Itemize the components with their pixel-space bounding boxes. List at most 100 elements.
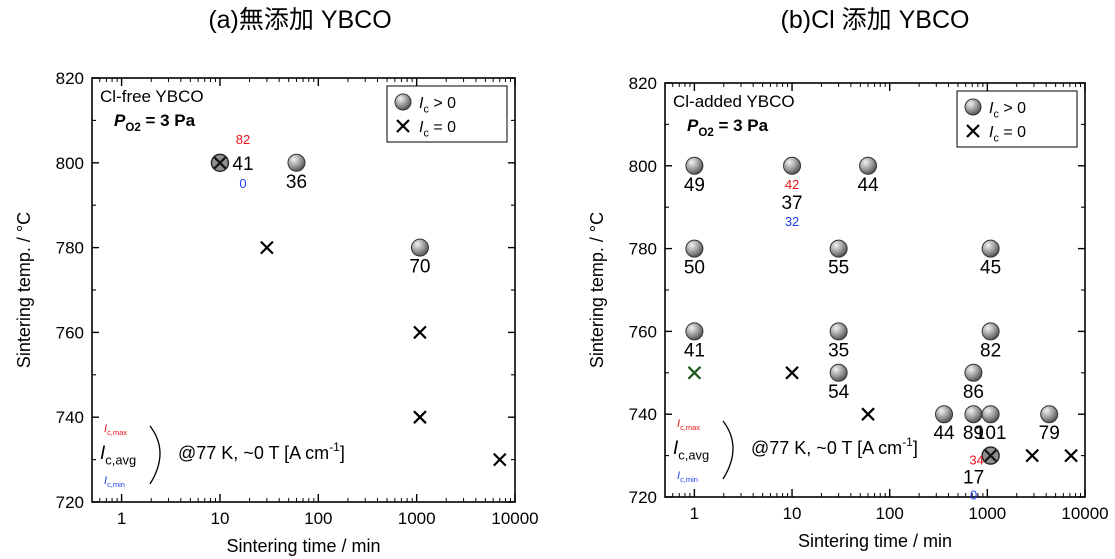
data-value-label: 86 (963, 382, 984, 403)
data-avg-label: 17 (963, 468, 984, 489)
data-max-label: 42 (785, 177, 799, 192)
legend-marker-circle (964, 98, 982, 116)
x-tick-label: 1000 (398, 509, 436, 528)
annotation-text-exp: -1 (902, 435, 913, 449)
data-value-label: 41 (684, 340, 705, 361)
data-value-label: 45 (980, 258, 1001, 279)
x-tick-label: 1 (690, 504, 699, 523)
legend-entry-label-tail: > 0 (999, 100, 1026, 117)
legend-entry-label-tail: > 0 (429, 95, 456, 112)
y-tick-label: 800 (56, 154, 84, 173)
legend-entry-label-tail: = 0 (999, 124, 1026, 141)
data-point-circle (935, 405, 954, 424)
data-min-label: 32 (785, 214, 799, 229)
legend-marker-cross-stroke-2 (966, 124, 980, 138)
data-value-label: 44 (857, 175, 879, 196)
annotation-avg-sub: c,avg (678, 447, 709, 462)
data-point-circle (685, 156, 704, 175)
data-value-label: 70 (409, 257, 430, 278)
data-point-cross (1064, 448, 1078, 463)
data-point-circle (964, 405, 983, 424)
data-min-label: 0 (239, 176, 246, 191)
data-point-cross-stroke-2 (413, 410, 427, 424)
data-value-label: 54 (828, 382, 850, 403)
data-point-circle (859, 156, 878, 175)
data-point-cross-stroke-2 (1064, 448, 1078, 463)
annotation-min-sub: c,min (680, 475, 698, 484)
legend: Ic > 0 Ic = 0 (386, 85, 508, 143)
legend-marker-cross (396, 119, 410, 133)
legend-marker-circle (394, 93, 412, 111)
annotation-min: Ic,min (104, 475, 125, 489)
data-point-circle (287, 153, 306, 172)
data-point-circle (1040, 405, 1059, 424)
x-axis-label: Sintering time / min (798, 531, 952, 551)
annotation-max-sub: c,max (107, 428, 127, 437)
data-value-label: 79 (1039, 423, 1060, 444)
legend-marker-cross (966, 124, 980, 138)
data-point-circle (410, 238, 429, 257)
x-tick-label: 1 (117, 509, 126, 528)
data-point-circle (981, 239, 1000, 258)
condition-label-sub: O2 (125, 122, 140, 134)
x-tick-label: 100 (304, 509, 332, 528)
data-avg-label: 37 (781, 193, 802, 214)
legend-marker-cross-stroke-2 (396, 119, 410, 133)
y-tick-label: 820 (629, 74, 657, 93)
annotation-min-sub: c,min (107, 480, 125, 489)
data-point-cross-stroke-2 (492, 452, 507, 467)
data-value-label: 44 (933, 423, 955, 444)
legend: Ic > 0Ic = 0 (956, 90, 1078, 148)
annotation-avg-sub: c,avg (105, 452, 136, 467)
annotation-text-close: ] (913, 438, 918, 458)
data-value-label: 36 (286, 172, 307, 193)
data-point-mixed-cross-stroke-2 (984, 449, 997, 462)
data-point-circle (829, 363, 848, 382)
y-tick-label: 740 (56, 408, 84, 427)
legend-entry-label-sub: c (423, 103, 429, 115)
data-value-label: 101 (975, 423, 1007, 444)
condition-label-tail: = 3 Pa (141, 111, 196, 130)
annotation-min-main: I (677, 470, 680, 482)
data-point-mixed-cross-stroke-2 (213, 156, 227, 170)
data-point-cross-stroke-2 (413, 325, 427, 340)
annotation-max: Ic,max (677, 418, 700, 432)
annotation-avg-main: I (100, 443, 106, 464)
annotation-text: @77 K, ~0 T [A cm-1] (178, 440, 345, 463)
plot-title: Cl-added YBCO (673, 92, 795, 111)
legend-entry-label-main: I (989, 100, 994, 117)
data-max-label: 82 (236, 132, 250, 147)
data-value-label: 82 (980, 340, 1001, 361)
legend-entry-label-sub: c (993, 132, 999, 144)
annotation-text-close: ] (340, 443, 345, 463)
y-tick-label: 720 (56, 493, 84, 512)
condition-label-main: P (114, 111, 126, 130)
data-point-cross (785, 366, 799, 380)
annotation-max: Ic,max (104, 423, 127, 437)
annotation-text: @77 K, ~0 T [A cm-1] (751, 435, 918, 458)
y-tick-label: 740 (629, 405, 657, 424)
data-point-circle (964, 363, 983, 382)
data-point-mixed-cross (213, 156, 227, 170)
legend-entry-label-main: I (419, 95, 424, 112)
annotation-text-main: @77 K, ~0 T [A cm (178, 443, 329, 463)
data-point-cross-stroke-2 (1025, 448, 1039, 463)
data-point-circle (829, 239, 848, 258)
data-point-circle (829, 322, 848, 341)
data-point-cross (413, 325, 427, 340)
y-tick-label: 720 (629, 488, 657, 507)
x-tick-label: 10 (783, 504, 802, 523)
annotation-text-main: @77 K, ~0 T [A cm (751, 438, 902, 458)
legend-entry-label: Ic = 0 (419, 119, 456, 139)
condition-label-main: P (687, 116, 699, 135)
data-point-cross-stroke-2 (260, 240, 274, 255)
condition-label: PO2 = 3 Pa (114, 111, 196, 134)
condition-label-sub: O2 (698, 127, 713, 139)
annotation-avg-main: I (673, 438, 679, 459)
data-point-circle (981, 322, 1000, 341)
annotation-max-main: I (104, 423, 107, 435)
data-point-cross (861, 407, 875, 421)
data-point-cross (413, 410, 427, 424)
y-tick-label: 780 (56, 239, 84, 258)
